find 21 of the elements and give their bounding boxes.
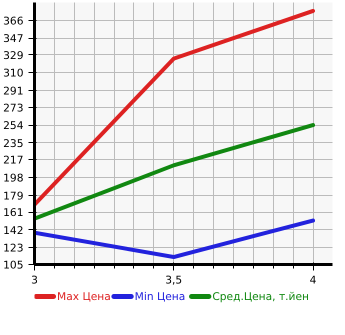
y-tick-label: 217	[3, 154, 24, 167]
y-tick-label: 198	[3, 171, 24, 184]
y-tick-label: 105	[3, 258, 24, 272]
x-tick-label: 3,5	[165, 274, 182, 286]
y-tick-label: 366	[3, 14, 24, 28]
y-tick-label: 179	[3, 189, 24, 202]
y-tick-label: 235	[3, 136, 24, 150]
legend-label: Max Цена	[57, 290, 111, 303]
x-tick-label: 3	[31, 274, 38, 286]
x-tick-label: 4	[310, 274, 317, 286]
y-tick-label: 254	[3, 119, 24, 132]
y-tick-label: 291	[3, 84, 24, 98]
y-tick-label: 310	[3, 66, 24, 80]
legend-label: Сред.Цена, т.йен	[212, 290, 310, 303]
y-tick-label: 142	[3, 224, 24, 237]
y-tick-label: 273	[3, 101, 24, 114]
y-tick-label: 161	[3, 206, 24, 220]
y-tick-label: 329	[3, 48, 24, 62]
legend-label: Min Цена	[134, 290, 186, 303]
y-tick-label: 347	[3, 32, 24, 46]
y-tick-label: 123	[3, 242, 24, 255]
